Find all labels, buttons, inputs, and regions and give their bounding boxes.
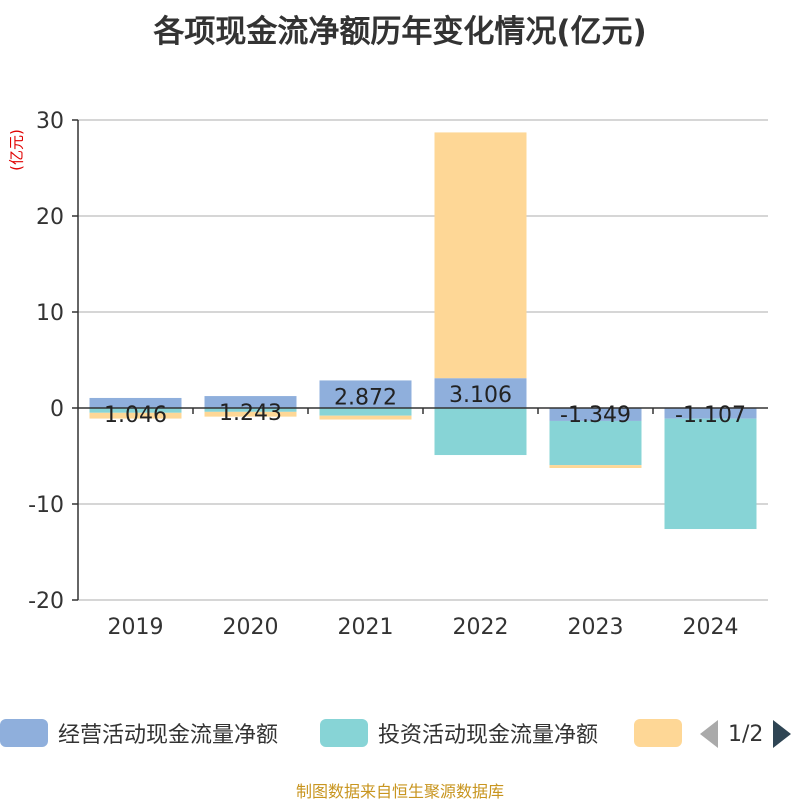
bar-2020-series-2	[204, 411, 297, 417]
axes: 30 20 10 0 -10 -20 2019 2020 2021 2022 2023 2024	[28, 109, 768, 640]
bar-2024-series-0	[664, 408, 757, 419]
x-tick-label: 2022	[453, 615, 509, 640]
grid-lines	[78, 119, 768, 601]
y-tick-label: 0	[50, 397, 64, 422]
legend: 经营活动现金流量净额 投资活动现金流量净额 1/2	[0, 712, 800, 756]
legend-swatch-investing	[320, 719, 368, 747]
data-label: -1.349	[560, 403, 631, 428]
bar-2022-series-2	[434, 132, 527, 379]
y-tick-label: -20	[28, 589, 64, 614]
data-label: 2.872	[334, 385, 397, 410]
x-tick-label: 2019	[108, 615, 164, 640]
data-label: 1.046	[104, 403, 167, 428]
chart-title: 各项现金流净额历年变化情况(亿元)	[153, 14, 647, 50]
data-label: -1.107	[675, 403, 746, 428]
bar-2020-series-0	[204, 396, 297, 408]
y-tick-label: -10	[28, 493, 64, 518]
legend-label-investing: 投资活动现金流量净额	[378, 723, 599, 748]
next-page-icon[interactable]	[773, 720, 792, 748]
bar-2021-series-0	[319, 380, 412, 408]
legend-swatch-operating	[0, 719, 48, 747]
x-tick-label: 2024	[683, 615, 739, 640]
data-source-note: 制图数据来自恒生聚源数据库	[295, 782, 504, 801]
legend-page-indicator: 1/2	[728, 721, 764, 747]
bar-2024-series-1	[664, 418, 757, 530]
legend-label-operating: 经营活动现金流量净额	[58, 723, 279, 748]
bar-2019-series-2	[89, 412, 182, 419]
legend-item-investing[interactable]: 投资活动现金流量净额	[320, 718, 598, 748]
chart-plot: 30 20 10 0 -10 -20 2019 2020 2021 2022 2023 2024 1.…	[28, 109, 768, 640]
x-tick-label: 2023	[568, 615, 624, 640]
y-tick-label: 20	[36, 205, 64, 230]
legend-pager: 1/2	[700, 718, 792, 750]
legend-item-operating[interactable]: 经营活动现金流量净额	[0, 718, 278, 748]
bar-2019-series-0	[89, 397, 182, 408]
y-tick-label: 30	[36, 109, 64, 134]
prev-page-icon[interactable]	[700, 720, 718, 748]
y-tick-label: 10	[36, 301, 64, 326]
bar-2023-series-2	[549, 465, 642, 468]
bar-2023-series-1	[549, 420, 642, 466]
data-label: 1.243	[219, 401, 282, 426]
bar-2022-series-1	[434, 408, 527, 456]
bar-2020-series-1	[204, 408, 297, 412]
x-tick-label: 2020	[223, 615, 279, 640]
bar-2022-series-0	[434, 378, 527, 408]
bar-2023-series-0	[549, 408, 642, 421]
legend-swatch-third	[634, 719, 682, 747]
bar-2021-series-1	[319, 408, 412, 416]
bar-2019-series-1	[89, 408, 182, 413]
legend-item-third[interactable]	[634, 718, 692, 748]
data-labels: 1.046 1.243 2.872 3.106 -1.349 -1.107	[104, 383, 746, 428]
bars	[89, 132, 757, 530]
bar-2021-series-2	[319, 415, 412, 420]
x-tick-label: 2021	[338, 615, 394, 640]
data-label: 3.106	[449, 383, 512, 408]
